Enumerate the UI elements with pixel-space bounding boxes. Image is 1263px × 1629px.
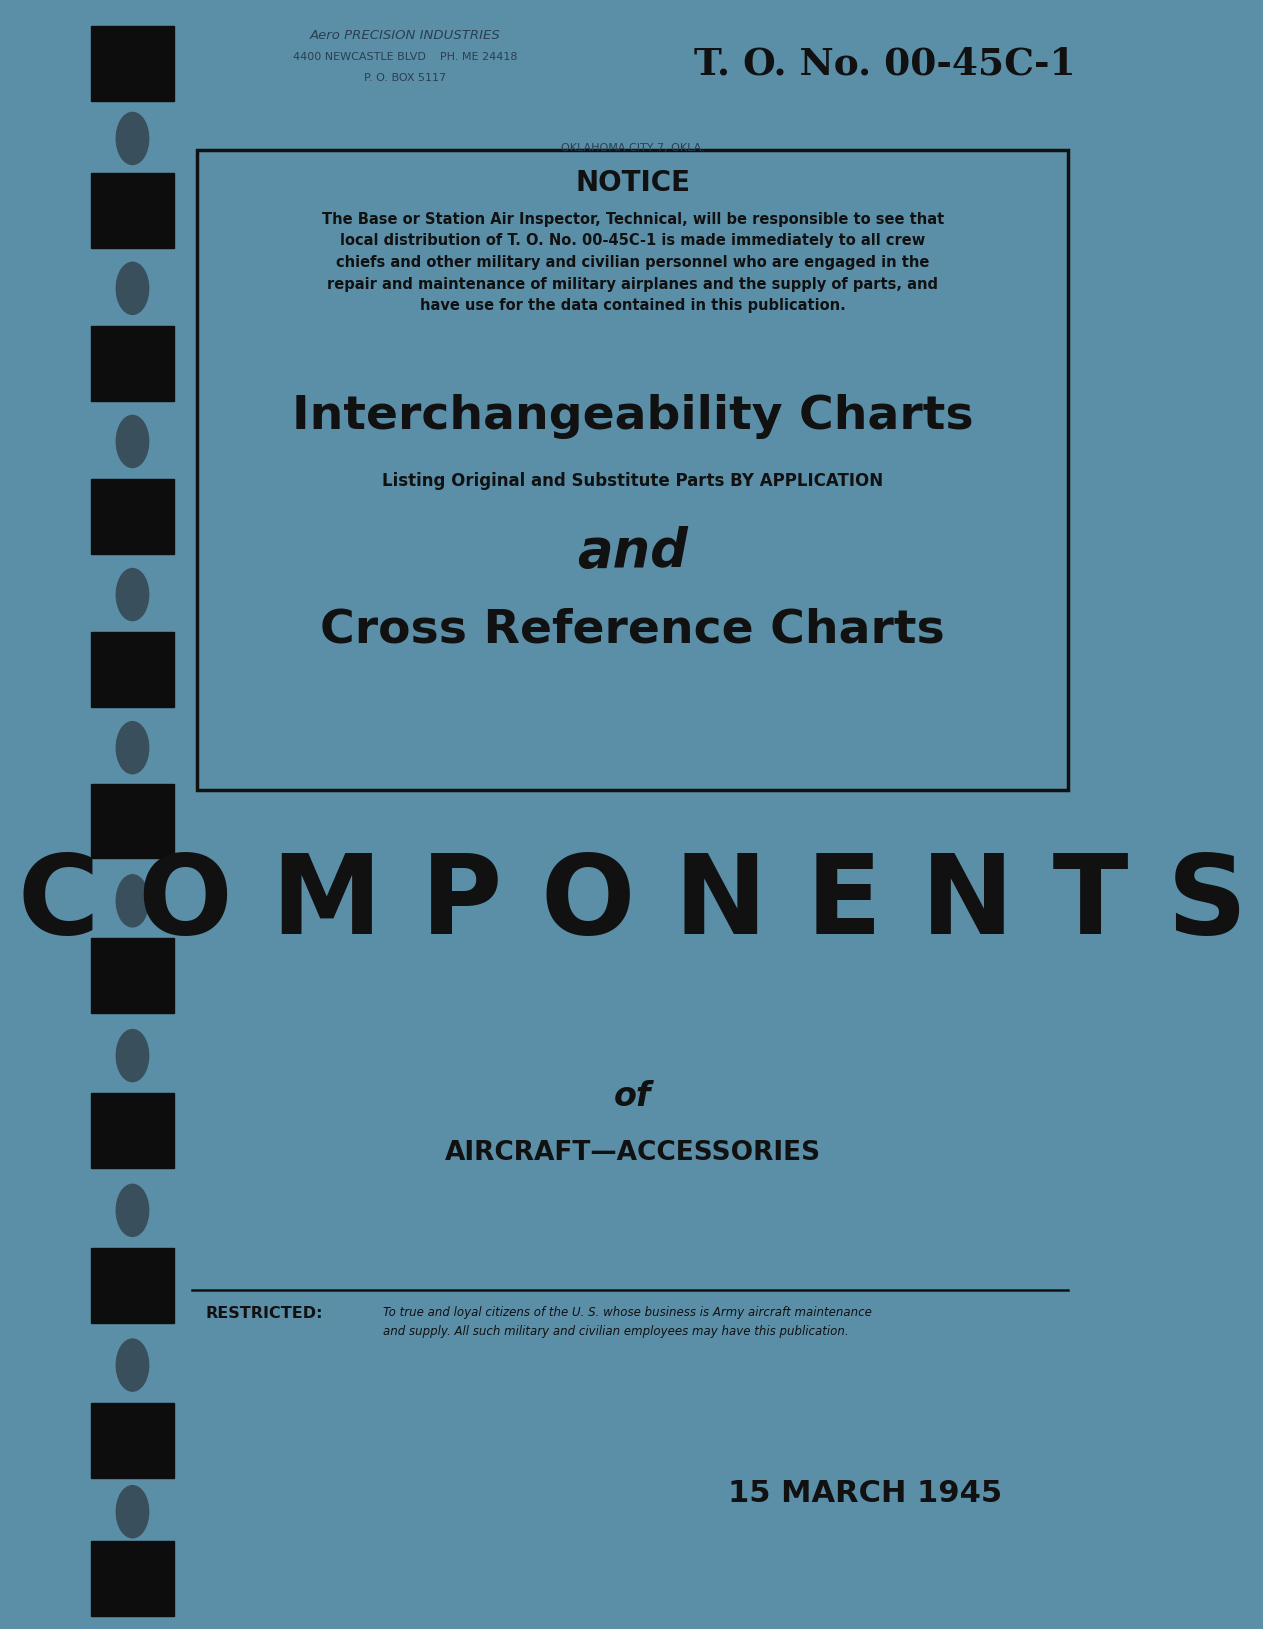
Text: 4400 NEWCASTLE BLVD    PH. ME 24418: 4400 NEWCASTLE BLVD PH. ME 24418	[293, 52, 517, 62]
Text: T. O. No. 00-45C-1: T. O. No. 00-45C-1	[693, 46, 1075, 83]
Circle shape	[116, 1030, 149, 1082]
Bar	[91, 1093, 174, 1168]
Bar	[91, 632, 174, 707]
Bar	[91, 1403, 174, 1478]
Bar	[91, 1541, 174, 1616]
Text: NOTICE: NOTICE	[575, 169, 690, 197]
Text: The Base or Station Air Inspector, Technical, will be responsible to see that
lo: The Base or Station Air Inspector, Techn…	[322, 212, 943, 313]
Circle shape	[116, 569, 149, 621]
Text: and: and	[577, 526, 688, 578]
Circle shape	[116, 262, 149, 314]
Text: To true and loyal citizens of the U. S. whose business is Army aircraft maintena: To true and loyal citizens of the U. S. …	[383, 1306, 871, 1339]
Text: Cross Reference Charts: Cross Reference Charts	[321, 608, 945, 653]
Bar	[91, 26, 174, 101]
Text: AIRCRAFT—ACCESSORIES: AIRCRAFT—ACCESSORIES	[445, 1140, 821, 1166]
Bar	[91, 173, 174, 248]
Circle shape	[116, 1184, 149, 1236]
Circle shape	[116, 722, 149, 774]
Circle shape	[116, 875, 149, 927]
Bar	[91, 784, 174, 858]
Bar	[91, 326, 174, 401]
Text: Listing Original and Substitute Parts BY APPLICATION: Listing Original and Substitute Parts BY…	[383, 472, 883, 490]
Text: Aero PRECISION INDUSTRIES: Aero PRECISION INDUSTRIES	[309, 29, 500, 42]
Text: RESTRICTED:: RESTRICTED:	[206, 1306, 323, 1321]
Bar	[197, 150, 1068, 790]
Text: 15 MARCH 1945: 15 MARCH 1945	[729, 1479, 1003, 1508]
Circle shape	[116, 112, 149, 165]
Text: of: of	[614, 1080, 652, 1113]
Circle shape	[116, 1486, 149, 1538]
Bar	[91, 938, 174, 1013]
Bar	[91, 479, 174, 554]
Text: C O M P O N E N T S: C O M P O N E N T S	[18, 850, 1248, 958]
Bar	[91, 1248, 174, 1323]
Text: OKLAHOMA CITY 7, OKLA.: OKLAHOMA CITY 7, OKLA.	[561, 143, 705, 153]
Circle shape	[116, 415, 149, 468]
Text: Interchangeability Charts: Interchangeability Charts	[292, 394, 974, 440]
Circle shape	[116, 1339, 149, 1391]
Text: P. O. BOX 5117: P. O. BOX 5117	[364, 73, 446, 83]
